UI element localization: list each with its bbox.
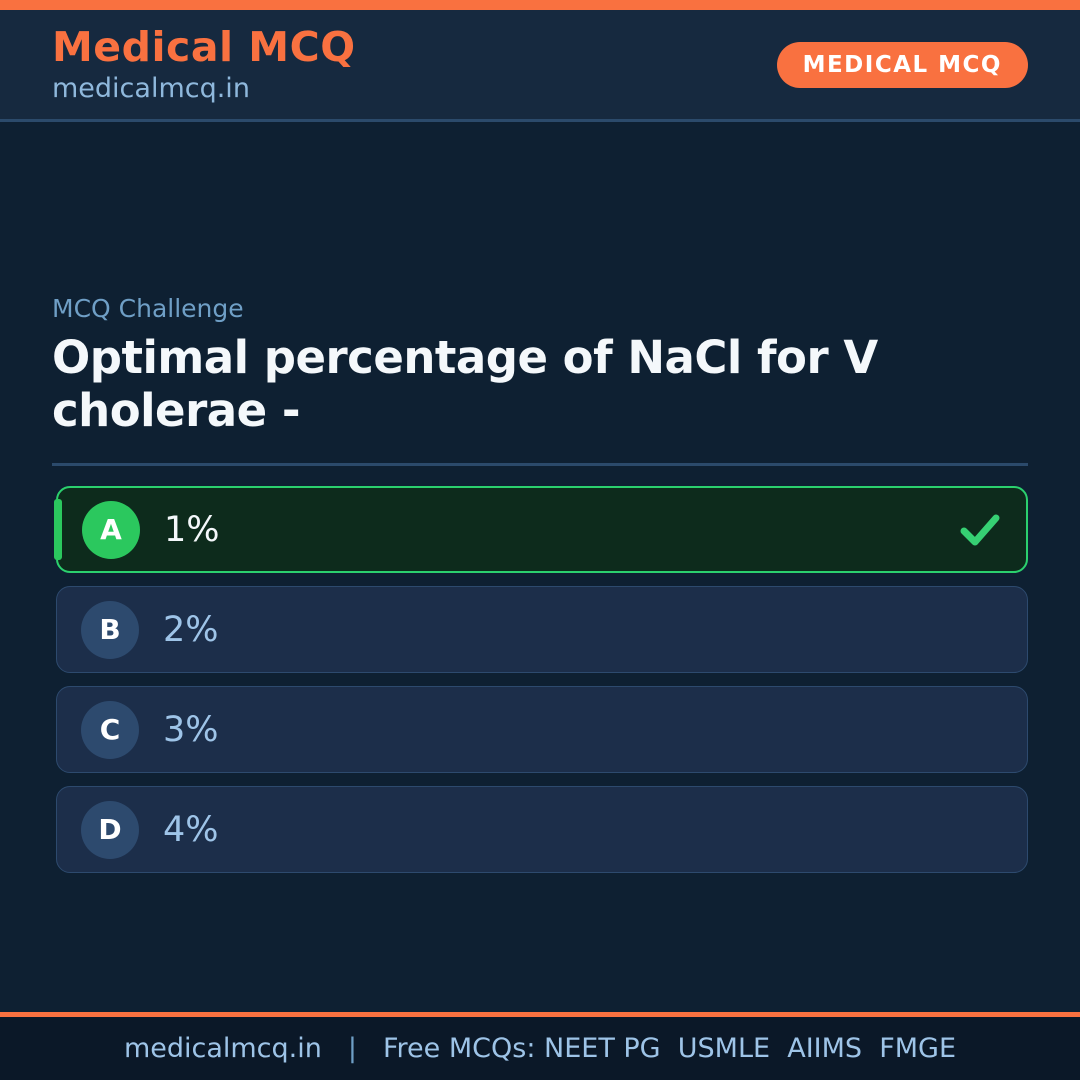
header: Medical MCQ medicalmcq.in MEDICAL MCQ <box>0 10 1080 122</box>
question-divider <box>52 463 1028 467</box>
options-list: A 1% B 2% C 3% D 4% <box>54 486 1028 874</box>
option-d-text: 4% <box>163 809 219 850</box>
option-d-letter-badge: D <box>81 800 139 859</box>
option-a-text: 1% <box>164 509 220 550</box>
question-eyebrow: MCQ Challenge <box>52 294 244 323</box>
option-d[interactable]: D 4% <box>56 786 1028 874</box>
check-icon <box>958 511 1002 549</box>
main-content: MCQ Challenge Optimal percentage of NaCl… <box>0 294 1080 874</box>
option-a[interactable]: A 1% <box>54 486 1028 574</box>
option-c[interactable]: C 3% <box>56 686 1028 774</box>
footer-separator: | <box>347 1033 357 1064</box>
brand-badge: MEDICAL MCQ <box>776 41 1028 88</box>
option-b-letter-badge: B <box>81 600 139 659</box>
footer: medicalmcq.in | Free MCQs: NEET PG USMLE… <box>0 1012 1080 1080</box>
top-accent-strip <box>0 0 1080 10</box>
brand-title: Medical MCQ <box>52 23 356 72</box>
option-b[interactable]: B 2% <box>56 586 1028 674</box>
brand-subtitle: medicalmcq.in <box>52 72 250 104</box>
option-c-letter-badge: C <box>81 700 139 759</box>
footer-site: medicalmcq.in <box>123 1033 322 1064</box>
footer-tagline: Free MCQs: NEET PG USMLE AIIMS FMGE <box>382 1033 957 1064</box>
option-c-text: 3% <box>163 709 219 750</box>
option-a-letter-badge: A <box>82 500 140 559</box>
brand-block: Medical MCQ medicalmcq.in <box>52 23 356 104</box>
option-b-text: 2% <box>163 609 219 650</box>
question-text: Optimal percentage of NaCl for V cholera… <box>52 331 878 438</box>
correct-accent-bar <box>54 499 62 561</box>
